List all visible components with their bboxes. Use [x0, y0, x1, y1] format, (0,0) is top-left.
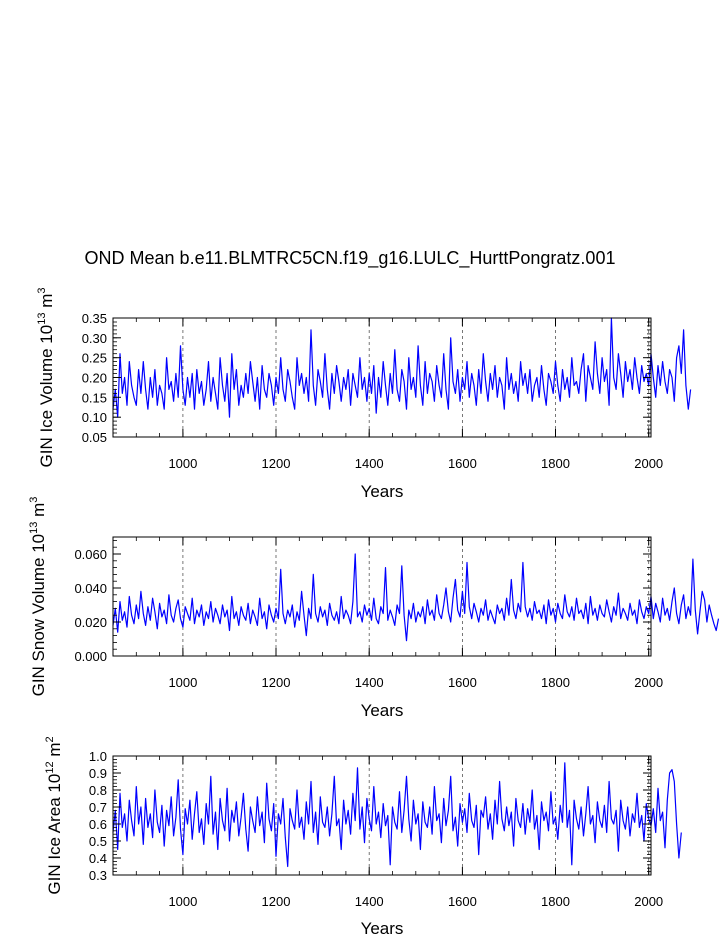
x-tick-label: 1400 — [355, 456, 384, 471]
y-tick-label: 0.25 — [82, 351, 107, 366]
y-axis-unit-exponent: 3 — [36, 288, 48, 294]
x-tick-label: 1400 — [355, 675, 384, 690]
x-tick-label: 2000 — [634, 456, 663, 471]
y-tick-label: 0.15 — [82, 390, 107, 405]
y-axis-unit: m — [37, 294, 56, 313]
y-tick-label: 0.3 — [89, 868, 107, 883]
y-axis-unit-exponent: 3 — [28, 497, 40, 503]
plot-frame — [112, 536, 652, 657]
y-tick-label: 0.8 — [89, 783, 107, 798]
x-tick-label: 1600 — [448, 894, 477, 909]
y-axis-label: GIN Snow Volume 1013 m3 — [28, 497, 48, 697]
y-axis-name: GIN Snow Volume — [29, 553, 48, 697]
x-tick-label: 2000 — [634, 675, 663, 690]
series-line — [112, 762, 682, 868]
x-tick-label: 1000 — [168, 456, 197, 471]
y-axis-exponent: 12 — [44, 761, 56, 773]
x-tick-label: 1800 — [541, 456, 570, 471]
y-axis-label: GIN Ice Volume 1013 m3 — [36, 288, 56, 468]
x-tick-label: 1200 — [262, 894, 291, 909]
x-tick-label: 1800 — [541, 675, 570, 690]
y-tick-label: 0.30 — [82, 331, 107, 346]
ice-area-panel: 1000 1200 1400 1600 1800 2000 0.3 0.4 0.5 0.6 0.7 0… — [44, 736, 682, 935]
x-tick-label: 1000 — [168, 894, 197, 909]
x-tick-label: 1200 — [262, 675, 291, 690]
x-tick-label: 1800 — [541, 894, 570, 909]
y-tick-label: 0.9 — [89, 766, 107, 781]
y-tick-label: 0.20 — [82, 371, 107, 386]
series-line — [112, 553, 720, 642]
snow-volume-panel: 1000 1200 1400 1600 1800 2000 0.000 0.020 0.040 0… — [28, 497, 720, 720]
x-tick-label: 1200 — [262, 456, 291, 471]
y-axis-unit: m — [45, 743, 64, 762]
x-tick-label: 1600 — [448, 675, 477, 690]
y-tick-label: 1.0 — [89, 749, 107, 764]
y-tick-label: 0.7 — [89, 800, 107, 815]
y-tick-label: 0.040 — [74, 581, 107, 596]
y-tick-label: 0.10 — [82, 410, 107, 425]
y-tick-label: 0.35 — [82, 311, 107, 326]
y-axis-base: 10 — [45, 774, 64, 793]
ice-volume-panel: 1000 1200 1400 1600 1800 2000 0.05 0.10 0.15 0.20… — [36, 288, 692, 501]
y-tick-label: 0.060 — [74, 547, 107, 562]
x-tick-label: 1600 — [448, 456, 477, 471]
y-tick-label: 0.5 — [89, 834, 107, 849]
y-axis-base: 10 — [29, 534, 48, 553]
y-axis-unit-exponent: 2 — [44, 736, 56, 742]
y-axis-exponent: 13 — [28, 522, 40, 534]
y-tick-label: 0.05 — [82, 430, 107, 445]
x-tick-label: 2000 — [634, 894, 663, 909]
y-axis-base: 10 — [37, 325, 56, 344]
plot-frame — [112, 755, 652, 876]
x-axis-label: Years — [361, 919, 404, 935]
y-tick-label: 0.6 — [89, 817, 107, 832]
y-tick-label: 0.020 — [74, 615, 107, 630]
y-tick-label: 0.4 — [89, 851, 107, 866]
x-axis-label: Years — [361, 482, 404, 501]
x-axis-label: Years — [361, 701, 404, 720]
series-line — [112, 317, 692, 418]
y-axis-label: GIN Ice Area 1012 m2 — [44, 736, 64, 894]
y-axis-name: GIN Ice Area — [45, 793, 64, 895]
y-axis-exponent: 13 — [36, 313, 48, 325]
figure-title: OND Mean b.e11.BLMTRC5CN.f19_g16.LULC_Hu… — [85, 248, 616, 269]
y-tick-label: 0.000 — [74, 649, 107, 664]
y-axis-unit: m — [29, 503, 48, 522]
x-tick-label: 1400 — [355, 894, 384, 909]
x-tick-label: 1000 — [168, 675, 197, 690]
y-axis-name: GIN Ice Volume — [37, 344, 56, 468]
